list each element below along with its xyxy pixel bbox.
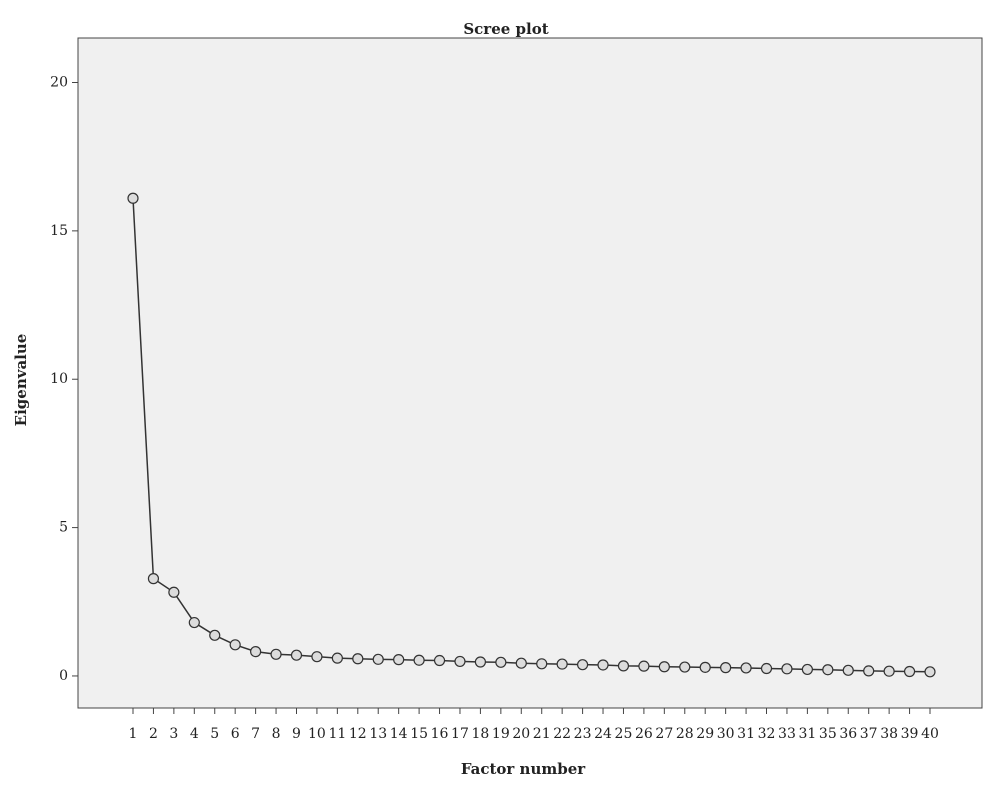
x-tick-label: 31	[737, 726, 755, 742]
point	[720, 662, 732, 674]
x-tick-label: 4	[190, 726, 199, 742]
x-tick-label: 12	[349, 726, 367, 742]
x-tick-label: 40	[921, 726, 939, 742]
x-tick-label: 23	[574, 726, 592, 742]
x-tick-label: 26	[635, 726, 653, 742]
x-tick-label: 29	[696, 726, 714, 742]
x-tick-label: 28	[676, 726, 694, 742]
point	[168, 586, 180, 598]
point	[209, 629, 221, 641]
x-tick-label: 16	[431, 726, 449, 742]
plot-area	[77, 37, 983, 709]
x-tick-label: 15	[410, 726, 428, 742]
point	[127, 192, 139, 204]
x-tick-label: 30	[717, 726, 735, 742]
line	[132, 198, 931, 673]
point	[822, 664, 834, 676]
x-tick-label: 6	[231, 726, 240, 742]
point	[924, 666, 936, 678]
x-tick-label: 36	[839, 726, 857, 742]
point	[679, 661, 691, 673]
point	[147, 573, 160, 585]
point	[413, 654, 425, 666]
x-tick-label: 20	[512, 726, 530, 742]
x-tick-label: 37	[860, 726, 878, 742]
point	[188, 616, 200, 629]
x-tick-label: 38	[880, 726, 898, 742]
x-tick-label: 27	[655, 726, 673, 742]
chart-title: Scree plot	[463, 20, 548, 38]
x-tick-label: 25	[615, 726, 633, 742]
x-tick-label: 21	[533, 726, 551, 742]
point	[331, 652, 343, 664]
x-tick-label: 14	[390, 726, 408, 742]
point	[863, 665, 875, 677]
x-tick-label: 22	[553, 726, 571, 742]
x-axis-label: Factor number	[461, 760, 586, 778]
point	[801, 663, 813, 676]
x-tick-label: 3	[169, 726, 178, 742]
point	[290, 649, 303, 661]
x-tick-label: 11	[328, 726, 346, 742]
y-tick-label: 10	[50, 371, 68, 387]
point	[638, 660, 650, 672]
x-tick-label: 13	[369, 726, 387, 742]
x-tick-label: 9	[292, 726, 301, 742]
x-tick-label: 5	[210, 726, 219, 742]
point	[495, 656, 507, 668]
y-axis-label: Eigenvalue	[12, 334, 30, 427]
point	[393, 654, 405, 666]
point	[311, 651, 323, 663]
point	[883, 665, 895, 677]
y-tick-label: 0	[59, 668, 68, 684]
point	[556, 658, 568, 670]
point	[454, 655, 466, 668]
x-tick-label: 33	[778, 726, 796, 742]
y-tick-label: 15	[50, 223, 68, 239]
x-tick-label: 35	[819, 726, 837, 742]
point	[229, 639, 241, 651]
point	[740, 662, 752, 674]
x-tick-label: 7	[251, 726, 260, 742]
x-tick-label: 10	[308, 726, 326, 742]
point	[760, 662, 773, 675]
x-tick-label: 19	[492, 726, 510, 742]
x-tick-label: 17	[451, 726, 469, 742]
point	[903, 665, 916, 678]
point	[250, 646, 262, 658]
point	[433, 654, 446, 667]
x-tick-label: 2	[149, 726, 158, 742]
x-tick-label: 32	[758, 726, 776, 742]
point	[515, 657, 527, 669]
point	[699, 661, 711, 673]
point	[352, 653, 364, 665]
x-tick-label: 8	[272, 726, 281, 742]
point	[842, 664, 854, 676]
x-tick-label: 39	[901, 726, 919, 742]
point	[270, 648, 282, 660]
y-tick-label: 20	[50, 75, 68, 91]
point	[658, 661, 670, 673]
point	[617, 660, 630, 672]
y-tick-label: 5	[59, 520, 68, 536]
x-tick-label: 18	[471, 726, 489, 742]
point	[474, 656, 487, 668]
point	[781, 663, 793, 675]
point	[372, 653, 384, 665]
point	[597, 659, 609, 671]
x-tick-label: 1	[129, 726, 138, 742]
point	[576, 659, 589, 671]
x-tick-label: 31	[798, 726, 816, 742]
x-tick-label: 24	[594, 726, 612, 742]
point	[536, 658, 548, 670]
